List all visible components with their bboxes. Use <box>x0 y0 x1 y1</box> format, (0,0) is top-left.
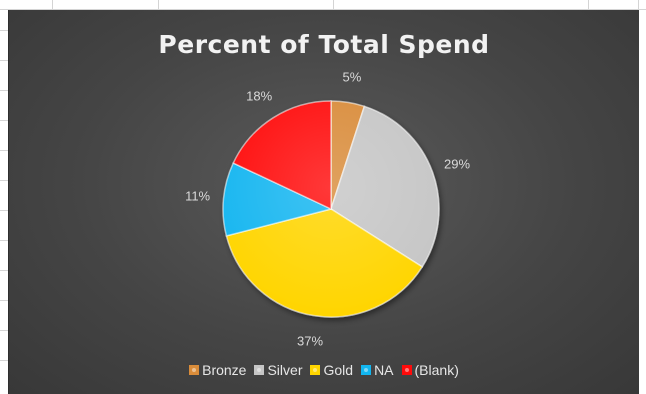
legend-label-gold: Gold <box>323 362 354 378</box>
legend-item-blank[interactable]: (Blank) <box>401 362 459 378</box>
legend-label-na: NA <box>374 362 394 378</box>
chart-area[interactable]: Percent of Total Spend 5% 29% 37% 11% 18% Br… <box>8 10 639 394</box>
data-label-na: 11% <box>185 188 211 204</box>
legend-swatch-blank <box>401 365 412 375</box>
chart-legend[interactable]: Bronze Silver Gold NA (Blank) <box>9 362 639 378</box>
legend-item-na[interactable]: NA <box>361 362 394 378</box>
data-label-gold: 37% <box>297 333 324 349</box>
legend-swatch-na <box>361 365 372 375</box>
legend-label-bronze: Bronze <box>202 362 247 378</box>
legend-swatch-gold <box>310 365 321 375</box>
data-label-bronze: 5% <box>342 69 362 85</box>
legend-label-silver: Silver <box>267 362 303 378</box>
legend-item-bronze[interactable]: Bronze <box>189 362 246 378</box>
legend-label-blank: (Blank) <box>414 362 459 378</box>
data-label-blank: 18% <box>246 88 273 104</box>
pie-gloss <box>223 101 439 317</box>
chart-title: Percent of Total Spend <box>158 30 490 59</box>
legend-item-silver[interactable]: Silver <box>254 362 302 378</box>
data-label-silver: 29% <box>444 156 471 172</box>
legend-item-gold[interactable]: Gold <box>310 362 353 378</box>
legend-swatch-silver <box>254 365 265 375</box>
pie-chart[interactable] <box>9 10 639 394</box>
legend-swatch-bronze <box>189 365 200 375</box>
